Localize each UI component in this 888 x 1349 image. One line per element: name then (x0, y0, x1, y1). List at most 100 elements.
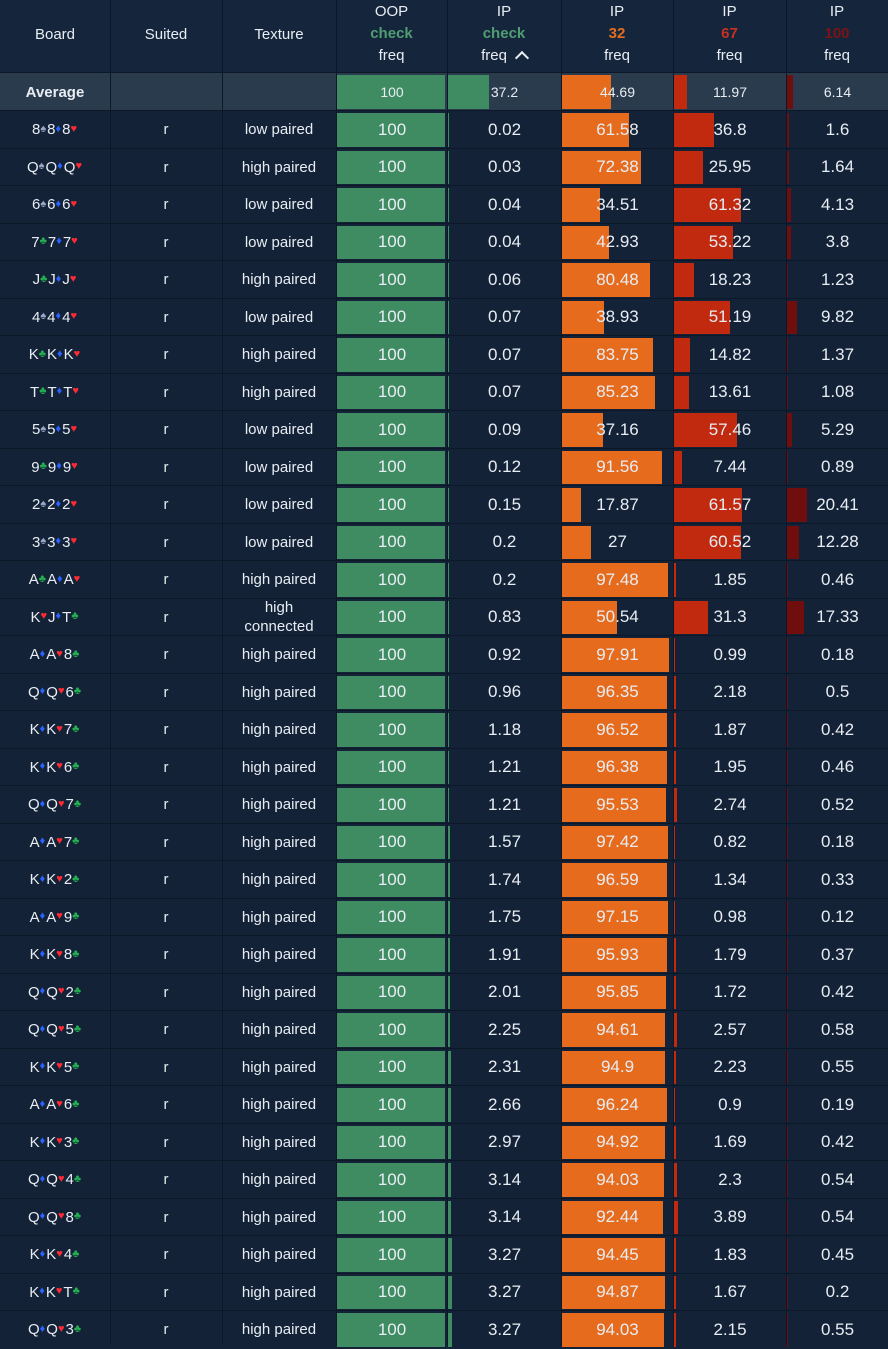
ip-check-freq-bar (448, 863, 450, 897)
table-row[interactable]: 8 ♠ 8 ♦ 8 ♥ r low paired 100 0.02 61.58 36.8 1.6 (0, 110, 888, 149)
oop-check-freq-value: 100 (377, 419, 407, 439)
table-row[interactable]: Q ♦ Q ♥ 3 ♣ r high paired 100 3.27 94.03 2.15 0.55 (0, 1310, 888, 1349)
heart-icon: ♥ (70, 497, 78, 510)
ip-bet-67-freq: 1.79 (674, 936, 786, 974)
table-row[interactable]: 6 ♠ 6 ♦ 6 ♥ r low paired 100 0.04 34.51 61.32 4.13 (0, 185, 888, 224)
column-header-texture[interactable]: Texture (254, 26, 304, 43)
heart-icon: ♥ (56, 835, 63, 848)
suited-cell: r (163, 346, 169, 364)
diamond-icon: ♦ (57, 160, 63, 173)
oop-check-freq-value: 100 (377, 1132, 407, 1152)
table-row[interactable]: 3 ♠ 3 ♦ 3 ♥ r low paired 100 0.2 27 60.52 12.28 (0, 522, 888, 562)
ip-bet-67-freq: 31.3 (674, 599, 786, 637)
oop-check-freq-bar (337, 1088, 445, 1122)
oop-check-freq-value: 100 (377, 944, 407, 964)
table-row[interactable]: 7 ♣ 7 ♦ 7 ♥ r low paired 100 0.04 42.93 53.22 3.8 (0, 222, 888, 262)
column-header-oop-check[interactable]: OOP check freq (370, 3, 413, 64)
table-row[interactable]: Q ♦ Q ♥ 6 ♣ r high paired 100 0.96 96.35 2.18 0.5 (0, 672, 888, 712)
ip-bet-67-freq: 1.72 (674, 974, 786, 1012)
suited-cell: r (163, 158, 169, 176)
oop-check-freq-value: 100 (377, 982, 407, 1002)
column-header-board[interactable]: Board (34, 26, 76, 43)
table-row[interactable]: A ♦ A ♥ 9 ♣ r high paired 100 1.75 97.15 0.98 0.12 (0, 897, 888, 937)
club-icon: ♣ (38, 572, 47, 585)
ip-bet-100-freq-value: 17.33 (816, 607, 859, 627)
ip-bet-32-freq: 95.85 (562, 974, 673, 1012)
card-rank: A (28, 571, 39, 589)
table-row[interactable]: 4 ♠ 4 ♦ 4 ♥ r low paired 100 0.07 38.93 51.19 9.82 (0, 297, 888, 337)
oop-check-freq-value: 100 (377, 382, 407, 402)
ip-check-freq-bar (448, 263, 449, 297)
card-rank: A (29, 1096, 40, 1114)
table-row[interactable]: 2 ♠ 2 ♦ 2 ♥ r low paired 100 0.15 17.87 61.57 20.41 (0, 485, 888, 524)
ip-bet-32-freq: 85.23 (562, 374, 673, 412)
ip-bet-32-freq-value: 94.03 (596, 1169, 639, 1189)
oop-check-freq-bar (337, 825, 445, 859)
club-icon: ♣ (72, 835, 80, 848)
card-rank: 6 (63, 758, 73, 776)
ip-bet-67-freq-bar (674, 113, 715, 147)
table-row[interactable]: K ♦ K ♥ 5 ♣ r high paired 100 2.31 94.9 2.23 0.55 (0, 1047, 888, 1087)
ip-check-freq-value: 3.27 (487, 1244, 522, 1264)
oop-check-freq-value: 100 (377, 1019, 407, 1039)
ip-bet-32-freq-bar (562, 975, 667, 1009)
table-row[interactable]: T ♣ T ♦ T ♥ r high paired 100 0.07 85.23 13.61 1.08 (0, 372, 888, 412)
ip-check-freq-value: 0.07 (487, 382, 522, 402)
ip-check-freq-bar (448, 975, 451, 1009)
table-row[interactable]: A ♦ A ♥ 7 ♣ r high paired 100 1.57 97.42 0.82 0.18 (0, 822, 888, 862)
suited-cell: r (163, 1283, 169, 1301)
table-row[interactable]: K ♦ K ♥ 8 ♣ r high paired 100 1.91 95.93 1.79 0.37 (0, 935, 888, 974)
card-rank: Q (46, 1171, 58, 1189)
table-row[interactable]: Q ♦ Q ♥ 4 ♣ r high paired 100 3.14 94.03 2.3 0.54 (0, 1160, 888, 1199)
table-row[interactable]: K ♦ K ♥ 3 ♣ r high paired 100 2.97 94.92 1.69 0.42 (0, 1122, 888, 1162)
ip-check-freq: 0.2 (448, 561, 561, 599)
table-row[interactable]: K ♥ J ♦ T ♣ r high connected 100 0.83 50.54 31.3 17.… (0, 597, 888, 637)
table-row[interactable]: K ♣ K ♦ K ♥ r high paired 100 0.07 83.75 14.82 1.37 (0, 335, 888, 374)
suited-cell: r (163, 1058, 169, 1076)
table-row[interactable]: Q ♦ Q ♥ 5 ♣ r high paired 100 2.25 94.61 2.57 0.58 (0, 1010, 888, 1049)
table-row[interactable]: A ♦ A ♥ 8 ♣ r high paired 100 0.92 97.91 0.99 0.18 (0, 635, 888, 674)
card-rank: 3 (65, 1321, 74, 1339)
sort-ascending-icon[interactable] (514, 50, 529, 66)
column-header-suited[interactable]: Suited (144, 26, 188, 43)
club-icon: ♣ (71, 610, 79, 623)
ip-bet-100-freq-value: 1.23 (820, 269, 855, 289)
table-row[interactable]: K ♦ K ♥ 7 ♣ r high paired 100 1.18 96.52 1.87 0.42 (0, 710, 888, 749)
ip-check-freq-value: 2.97 (487, 1132, 522, 1152)
card-rank: 9 (31, 458, 40, 476)
texture-cell: low paired (244, 233, 314, 251)
suited-cell: r (163, 1133, 169, 1151)
table-row[interactable]: Q ♦ Q ♥ 2 ♣ r high paired 100 2.01 95.85 1.72 0.42 (0, 972, 888, 1012)
table-row[interactable]: 5 ♠ 5 ♦ 5 ♥ r low paired 100 0.09 37.16 57.46 5.29 (0, 410, 888, 449)
table-row[interactable]: K ♦ K ♥ 6 ♣ r high paired 100 1.21 96.38 1.95 0.46 (0, 747, 888, 787)
table-row[interactable]: K ♦ K ♥ T ♣ r high paired 100 3.27 94.87 1.67 0.2 (0, 1272, 888, 1312)
ip-bet-100-freq-bar (787, 1088, 788, 1122)
average-oop-check-bar (337, 75, 445, 109)
card-rank: K (46, 871, 57, 889)
table-row[interactable]: J ♣ J ♦ J ♥ r high paired 100 0.06 80.48 18.23 1.23 (0, 260, 888, 299)
table-row[interactable]: K ♦ K ♥ 4 ♣ r high paired 100 3.27 94.45 1.83 0.45 (0, 1235, 888, 1274)
ip-check-freq-value: 0.12 (487, 457, 522, 477)
column-header-ip-check[interactable]: IP check freq (447, 0, 561, 72)
card-rank: K (30, 608, 41, 626)
table-row[interactable]: Q ♦ Q ♥ 8 ♣ r high paired 100 3.14 92.44 3.89 0.54 (0, 1197, 888, 1237)
table-row[interactable]: A ♦ A ♥ 6 ♣ r high paired 100 2.66 96.24 0.9 0.19 (0, 1085, 888, 1124)
table-row[interactable]: 9 ♣ 9 ♦ 9 ♥ r low paired 100 0.12 91.56 7.44 0.89 (0, 447, 888, 487)
texture-cell: high paired (241, 908, 317, 926)
table-row[interactable]: Q ♠ Q ♦ Q ♥ r high paired 100 0.03 72.38 25.95 1.64 (0, 147, 888, 187)
ip-bet-67-freq: 2.74 (674, 786, 786, 824)
table-row[interactable]: A ♣ A ♦ A ♥ r high paired 100 0.2 97.48 1.85 0.46 (0, 560, 888, 599)
oop-check-freq-bar (337, 788, 445, 822)
column-header-ip-bet-32[interactable]: IP 32 freq (604, 3, 630, 64)
ip-bet-100-freq-value: 0.46 (820, 757, 855, 777)
column-header-ip-bet-100[interactable]: IP 100 freq (824, 3, 850, 64)
column-header-ip-bet-67[interactable]: IP 67 freq (716, 3, 743, 64)
table-row[interactable]: Q ♦ Q ♥ 7 ♣ r high paired 100 1.21 95.53 2.74 0.52 (0, 785, 888, 824)
ip-bet-32-freq-bar (562, 413, 603, 447)
ip-bet-32-freq-bar (562, 113, 630, 147)
oop-check-freq-value: 100 (377, 194, 407, 214)
table-row[interactable]: K ♦ K ♥ 2 ♣ r high paired 100 1.74 96.59 1.34 0.33 (0, 860, 888, 899)
ip-bet-32-freq-value: 85.23 (596, 382, 639, 402)
ip-bet-32-freq-value: 95.93 (596, 944, 639, 964)
ip-bet-67-freq-value: 2.23 (713, 1057, 747, 1077)
